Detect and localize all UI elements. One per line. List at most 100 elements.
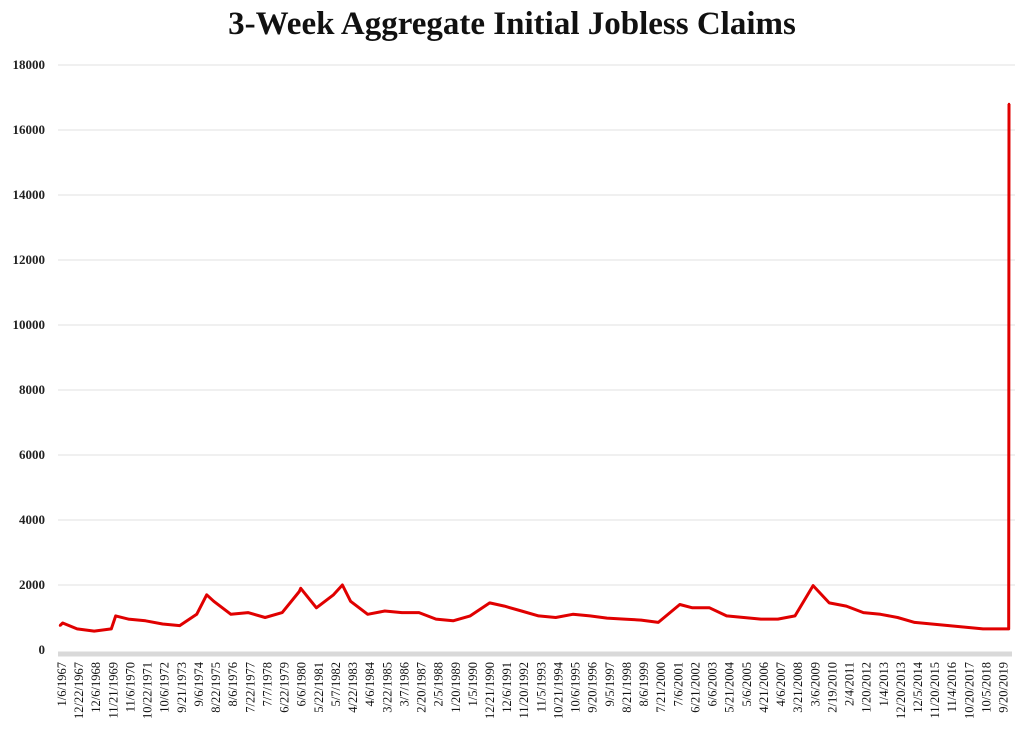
data-point	[554, 616, 557, 619]
x-tick-label: 11/4/2016	[945, 662, 959, 712]
data-point	[315, 606, 318, 609]
data-point	[298, 590, 301, 593]
x-tick-label: 12/6/1991	[500, 662, 514, 713]
x-tick-label: 7/21/2000	[654, 662, 668, 713]
x-tick-label: 10/20/2017	[962, 662, 976, 719]
x-tick-label: 10/6/1995	[569, 662, 583, 713]
x-tick-label: 6/6/1980	[295, 662, 309, 706]
claims-series-line	[58, 103, 1011, 633]
data-point	[144, 619, 147, 622]
x-tick-label: 9/21/1973	[175, 662, 189, 713]
x-tick-label: 2/4/2011	[843, 662, 857, 706]
data-point	[503, 604, 506, 608]
x-tick-label: 5/6/2005	[740, 662, 754, 706]
chart-title: 3-Week Aggregate Initial Jobless Claims	[228, 6, 796, 42]
x-tick-label: 7/22/1977	[243, 662, 257, 713]
x-tick-label: 6/6/2003	[706, 662, 720, 706]
data-point	[1007, 627, 1010, 631]
data-point	[110, 627, 113, 631]
y-tick-label: 14000	[13, 187, 46, 202]
data-point	[678, 603, 681, 606]
x-tick-label: 8/22/1975	[209, 662, 223, 713]
data-point	[776, 617, 780, 621]
data-point	[622, 617, 626, 621]
data-point	[571, 613, 574, 616]
data-point	[879, 613, 882, 616]
data-point	[75, 627, 79, 631]
data-point	[383, 609, 386, 613]
x-tick-label: 12/22/1967	[72, 662, 86, 719]
x-tick-label: 12/21/1990	[483, 662, 497, 719]
data-point	[92, 629, 96, 633]
x-tick-label: 4/22/1983	[346, 662, 360, 713]
data-point	[229, 613, 233, 616]
y-tick-label: 6000	[19, 447, 45, 462]
y-tick-label: 18000	[13, 57, 46, 72]
data-point	[488, 601, 491, 605]
y-tick-label: 12000	[13, 252, 46, 267]
x-tick-label: 6/21/2002	[688, 662, 702, 713]
data-point	[725, 614, 728, 618]
x-tick-label: 1/20/1989	[449, 662, 463, 713]
data-point	[281, 611, 284, 614]
x-tick-label: 11/5/1993	[534, 662, 548, 712]
x-tick-label: 4/6/2007	[774, 662, 788, 706]
x-tick-label: 4/21/2006	[757, 662, 771, 713]
data-point	[58, 624, 62, 627]
x-tick-label: 5/22/1981	[312, 662, 326, 713]
data-point	[708, 606, 711, 609]
x-tick-label: 1/20/2012	[860, 662, 874, 713]
x-tick-label: 11/6/1970	[123, 662, 137, 712]
data-point	[827, 601, 831, 605]
x-tick-label: 8/6/1999	[637, 662, 651, 706]
x-tick-label: 7/7/1978	[260, 662, 274, 706]
x-tick-label: 4/6/1984	[363, 661, 377, 706]
data-point	[161, 622, 164, 626]
data-point	[930, 622, 933, 626]
data-point	[299, 587, 302, 590]
x-tick-label: 9/20/2019	[997, 662, 1011, 713]
data-point	[793, 614, 797, 618]
x-tick-label: 12/20/2013	[894, 662, 908, 719]
x-tick-label: 1/6/1967	[55, 662, 69, 706]
x-tick-label: 3/21/2008	[791, 662, 805, 713]
x-tick-label: 12/6/1968	[89, 662, 103, 713]
data-point	[862, 611, 865, 614]
x-tick-label: 2/5/1988	[432, 662, 446, 706]
x-tick-label: 11/20/2015	[928, 662, 942, 718]
x-tick-label: 3/7/1986	[397, 662, 411, 706]
x-tick-label: 11/21/1969	[106, 662, 120, 718]
data-point	[1007, 102, 1011, 106]
data-point	[400, 611, 404, 614]
data-point	[263, 616, 267, 619]
data-point	[947, 624, 951, 627]
data-point	[451, 619, 455, 622]
x-tick-label: 7/6/2001	[671, 662, 685, 706]
data-point	[845, 604, 848, 608]
y-tick-label: 8000	[19, 382, 45, 397]
data-point	[811, 584, 815, 587]
data-point	[469, 614, 472, 618]
x-tick-label: 1/5/1990	[466, 662, 480, 706]
x-tick-label: 8/21/1998	[620, 662, 634, 713]
y-tick-label: 2000	[19, 577, 45, 592]
x-tick-label: 12/5/2014	[911, 661, 925, 712]
data-point	[759, 617, 763, 621]
data-point	[639, 618, 643, 622]
data-point	[434, 617, 438, 621]
data-point	[205, 593, 208, 596]
x-tick-label: 6/22/1979	[278, 662, 292, 713]
x-tick-label: 9/6/1974	[192, 661, 206, 706]
x-tick-label: 5/7/1982	[329, 662, 343, 706]
x-tick-label: 10/6/1972	[158, 662, 172, 713]
data-point	[657, 621, 660, 624]
x-tick-label: 3/22/1985	[380, 662, 394, 713]
x-tick-label: 9/20/1996	[586, 662, 600, 713]
y-tick-label: 4000	[19, 512, 45, 527]
x-tick-label: 3/6/2009	[808, 662, 822, 706]
data-point	[178, 624, 181, 627]
data-point	[981, 627, 985, 631]
y-tick-label: 10000	[13, 317, 46, 332]
y-tick-label: 16000	[13, 122, 46, 137]
